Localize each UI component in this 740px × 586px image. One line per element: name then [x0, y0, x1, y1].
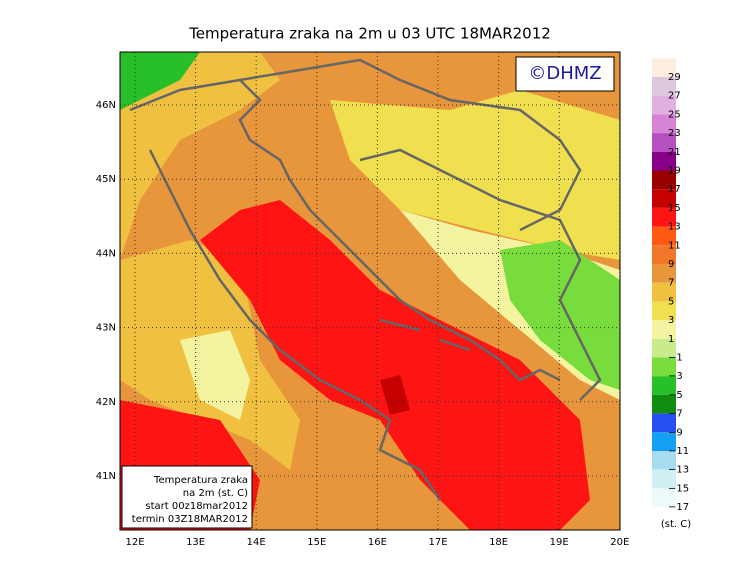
caption-line: na 2m (st. C): [183, 488, 248, 499]
map: [120, 52, 620, 530]
legend-label: 19: [668, 166, 681, 177]
legend-swatch: [652, 432, 676, 451]
legend-label: 23: [668, 128, 681, 139]
legend-swatch: [652, 338, 676, 358]
legend-swatch: [652, 77, 676, 96]
legend-swatch: [652, 207, 676, 227]
lat-label: 44N: [96, 248, 116, 259]
lon-label: 15E: [307, 537, 326, 548]
legend-label: 17: [668, 184, 681, 195]
legend-label: −15: [668, 483, 689, 494]
caption-line: termin 03Z18MAR2012: [132, 514, 248, 525]
legend-label: 27: [668, 91, 681, 102]
lon-label: 14E: [247, 537, 266, 548]
legend-swatch: [652, 170, 676, 190]
legend-swatch: [652, 189, 676, 208]
legend-swatch: [652, 488, 676, 508]
legend-swatch: [652, 95, 676, 115]
legend-swatch: [652, 133, 676, 152]
legend-label: −1: [668, 353, 683, 364]
legend-label: 1: [668, 334, 674, 345]
legend-label: 25: [668, 109, 681, 120]
legend-label: −13: [668, 465, 689, 476]
caption-line: Temperatura zraka: [153, 475, 248, 486]
legend-swatch: [652, 245, 676, 264]
legend-label: 29: [668, 72, 681, 83]
lat-label: 45N: [96, 174, 116, 185]
legend-swatch: [652, 394, 676, 414]
legend-swatch: [652, 413, 676, 433]
legend-swatch: [652, 114, 676, 134]
legend-swatch: [652, 469, 676, 489]
lon-label: 18E: [489, 537, 508, 548]
legend-label: 15: [668, 203, 681, 214]
lat-label: 46N: [96, 100, 116, 111]
lon-label: 20E: [610, 537, 629, 548]
legend-swatch: [652, 282, 676, 302]
lat-label: 41N: [96, 471, 116, 482]
legend-swatch: [652, 301, 676, 321]
logo: ©DHMZ: [528, 63, 601, 84]
legend-swatch: [652, 357, 676, 377]
legend-swatch: [652, 264, 676, 283]
lon-label: 17E: [428, 537, 447, 548]
legend-swatch: [652, 376, 676, 395]
legend-swatch: [652, 58, 676, 77]
legend-label: −11: [668, 446, 689, 457]
legend-label: 3: [668, 315, 674, 326]
legend-label: −7: [668, 409, 683, 420]
legend-swatch: [652, 451, 676, 470]
lon-label: 19E: [550, 537, 569, 548]
legend-label: −9: [668, 427, 683, 438]
legend-label: −17: [668, 502, 689, 513]
legend-label: 5: [668, 296, 674, 307]
title: Temperatura zraka na 2m u 03 UTC 18MAR20…: [188, 25, 551, 43]
legend-swatch: [652, 320, 676, 339]
legend-label: −5: [668, 390, 683, 401]
lat-label: 42N: [96, 397, 116, 408]
legend-label: 9: [668, 259, 674, 270]
legend-label: 13: [668, 222, 681, 233]
lon-label: 16E: [368, 537, 387, 548]
legend-label: 11: [668, 240, 681, 251]
legend-swatch: [652, 507, 676, 526]
legend-unit: (st. C): [661, 519, 691, 530]
caption-line: start 00z18mar2012: [145, 501, 248, 512]
legend-label: 21: [668, 147, 681, 158]
lon-label: 12E: [125, 537, 144, 548]
legend-label: 7: [668, 278, 674, 289]
legend-swatch: [652, 151, 676, 171]
lon-label: 13E: [186, 537, 205, 548]
legend-label: −3: [668, 371, 683, 382]
lat-label: 43N: [96, 323, 116, 334]
legend-swatch: [652, 226, 676, 246]
